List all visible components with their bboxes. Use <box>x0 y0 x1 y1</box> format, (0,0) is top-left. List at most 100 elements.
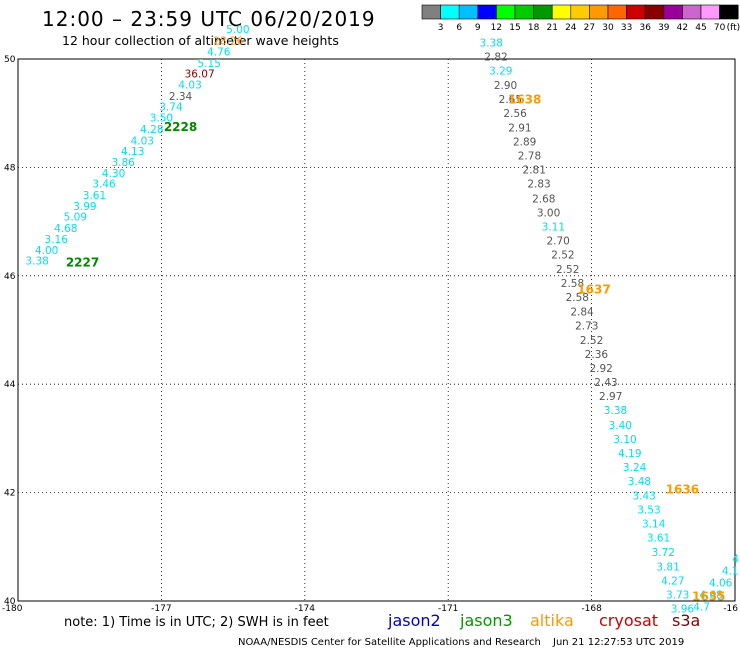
colorbar-label: 24 <box>565 23 577 33</box>
colorbar-label: 3 <box>438 23 444 33</box>
colorbar-label: 36 <box>639 23 651 33</box>
colorbar-label: 6 <box>456 23 462 33</box>
wave-height-value: 2.90 <box>494 80 517 92</box>
colorbar-label: 12 <box>491 23 502 33</box>
wave-height-value: 2.82 <box>484 51 507 63</box>
colorbar-swatch <box>682 4 702 20</box>
wave-height-value: 2.68 <box>532 193 555 205</box>
wave-height-value: 4.13 <box>121 146 144 158</box>
colorbar-swatch <box>719 4 739 20</box>
colorbar-label: 21 <box>546 23 557 33</box>
colorbar-swatch <box>663 4 683 20</box>
wave-height-value: 4.28 <box>140 124 163 136</box>
wave-height-value: 4.03 <box>178 79 201 91</box>
time-labels: 2227 2228 1638 1637 1636 1635 <box>66 93 726 604</box>
wave-height-value: 3.61 <box>83 190 106 202</box>
wave-height-value: 2.52 <box>556 264 579 276</box>
colorbar-swatch <box>477 4 497 20</box>
colorbar-legend: 3 6 9 12 15 18 21 24 27 30 33 36 39 42 45 70 (ft) <box>421 4 740 33</box>
colorbar-swatch <box>626 4 646 20</box>
colorbar-swatch <box>589 4 609 20</box>
wave-height-value: 4.27 <box>661 575 684 587</box>
wave-height-value: 3.72 <box>652 547 675 559</box>
wave-height-value: 3.81 <box>656 561 679 573</box>
y-tick-label: 40 <box>4 597 16 607</box>
colorbar-label: 9 <box>475 23 481 33</box>
wave-height-value: 2.34 <box>169 91 193 103</box>
y-tick-label: 46 <box>4 272 16 282</box>
wave-height-value: 2.43 <box>594 377 617 389</box>
wave-height-value: 3.38 <box>25 256 48 268</box>
axis-ticks: -180 -177 -174 -171 -168 -16 40 42 44 46 48 50 <box>2 55 738 614</box>
wave-height-value: 4.03 <box>131 135 154 147</box>
satellite-legend-cryosat: cryosat <box>599 611 658 630</box>
wave-height-value: 4.1 <box>722 566 739 578</box>
colorbar-swatch <box>570 4 590 20</box>
wave-height-value: 5.09 <box>64 212 87 224</box>
wave-height-value: 2.58 <box>561 278 584 290</box>
wave-height-value: 2.56 <box>503 108 527 120</box>
wave-height-value: 4.00 <box>35 245 58 257</box>
satellite-legend: jason2 jason3 altika cryosat s3a <box>387 611 700 630</box>
x-tick-label: -177 <box>151 604 171 614</box>
wave-height-value: 4.68 <box>699 589 722 601</box>
wave-height-value: 3.00 <box>537 207 560 219</box>
y-tick-label: 44 <box>4 380 16 390</box>
colorbar-swatch <box>607 4 627 20</box>
colorbar-swatch <box>514 4 534 20</box>
x-tick-label: -174 <box>295 604 316 614</box>
wave-height-value: 2.65 <box>499 94 522 106</box>
wave-height-value: 4. <box>732 554 740 566</box>
x-tick-label: -171 <box>438 604 458 614</box>
wave-height-value: 4.68 <box>54 223 77 235</box>
wave-height-value: 3.10 <box>613 434 636 446</box>
time-label: 2228 <box>164 120 197 134</box>
footer-credit: NOAA/NESDIS Center for Satellite Applica… <box>238 637 541 648</box>
wave-height-value: 2.58 <box>566 292 589 304</box>
time-label: 1638 <box>508 93 541 107</box>
footer-note: note: 1) Time is in UTC; 2) SWH is in fe… <box>64 615 329 630</box>
y-tick-label: 48 <box>4 163 16 173</box>
wave-height-value: 2.97 <box>599 391 622 403</box>
colorbar-swatch <box>458 4 479 20</box>
y-tick-label: 50 <box>4 55 16 65</box>
wave-height-value: 3.46 <box>92 179 116 191</box>
wave-height-value: 28.26 <box>213 36 243 48</box>
colorbar-swatch <box>533 4 553 20</box>
wave-height-value: 3.24 <box>623 462 647 474</box>
colorbar-swatch <box>644 4 665 20</box>
wave-height-value: 3.61 <box>647 533 670 545</box>
colorbar-swatch <box>700 4 720 20</box>
wave-height-value: 2.78 <box>518 150 541 162</box>
wave-height-value: 3.29 <box>489 65 512 77</box>
satellite-legend-jason3: jason3 <box>459 611 513 630</box>
x-tick-label: -180 <box>2 604 23 614</box>
wave-height-value: 3.86 <box>111 157 135 169</box>
satellite-legend-altika: altika <box>530 611 574 630</box>
colorbar-label: 27 <box>584 23 595 33</box>
wave-height-value: 2.83 <box>527 179 550 191</box>
footer-timestamp: Jun 21 12:27:53 UTC 2019 <box>552 637 684 648</box>
time-label: 1636 <box>666 482 699 496</box>
colorbar-label: 42 <box>677 23 688 33</box>
time-label: 2227 <box>66 255 99 269</box>
colorbar-label: 18 <box>528 23 540 33</box>
wave-height-value: 3.99 <box>73 201 96 213</box>
x-tick-label: -168 <box>581 604 602 614</box>
wave-height-value: 36.07 <box>185 69 215 81</box>
wave-height-value: 3.74 <box>159 102 183 114</box>
colorbar-label: 15 <box>509 23 520 33</box>
satellite-legend-jason2: jason2 <box>387 611 441 630</box>
wave-height-value: 2.81 <box>523 165 546 177</box>
y-tick-label: 42 <box>4 489 15 499</box>
wave-height-value: 2.52 <box>580 335 603 347</box>
wave-height-value: 3.14 <box>642 518 666 530</box>
wave-height-value: 5.15 <box>198 58 221 70</box>
wave-height-value: 4.76 <box>207 46 231 58</box>
wave-height-value: 2.52 <box>551 250 574 262</box>
wave-height-value: 4.19 <box>618 448 641 460</box>
wave-height-value: 3.48 <box>628 476 651 488</box>
wave-height-values: 3.384.003.164.685.093.993.613.464.303.86… <box>25 24 740 615</box>
colorbar-swatch <box>421 4 441 20</box>
